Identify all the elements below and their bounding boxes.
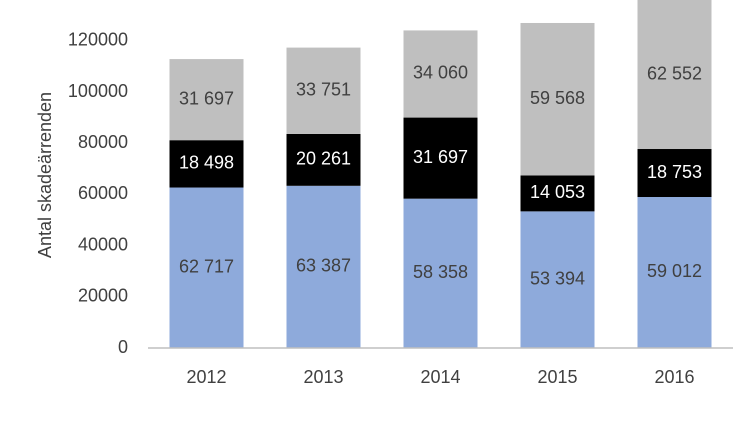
bar-segment <box>403 30 478 118</box>
x-tick-label: 2016 <box>654 367 694 387</box>
x-tick-label: 2014 <box>420 367 460 387</box>
y-tick-label: 60000 <box>78 183 128 203</box>
y-tick-label: 20000 <box>78 286 128 306</box>
y-tick-label: 40000 <box>78 234 128 254</box>
value-label: 53 394 <box>530 268 585 288</box>
value-label: 58 358 <box>413 262 468 282</box>
y-axis-title: Antal skadeärrenden <box>35 92 55 258</box>
bar-segment <box>637 196 712 348</box>
x-tick-label: 2015 <box>537 367 577 387</box>
value-label: 59 568 <box>530 88 585 108</box>
bar-segment <box>169 59 244 141</box>
bar-segment <box>169 140 244 188</box>
bar-segment <box>637 149 712 197</box>
plot-area <box>169 0 712 348</box>
y-tick-label: 120000 <box>68 30 128 50</box>
bar-segment <box>403 198 478 348</box>
bar-segment <box>520 211 595 348</box>
value-label: 62 717 <box>179 257 234 277</box>
y-tick-label: 100000 <box>68 81 128 101</box>
value-label: 18 498 <box>179 153 234 173</box>
value-label: 18 753 <box>647 162 702 182</box>
bar-segment <box>520 22 595 176</box>
bar-segment <box>286 185 361 348</box>
value-label: 63 387 <box>296 256 351 276</box>
bar-segment <box>520 175 595 212</box>
y-tick-label: 0 <box>118 337 128 357</box>
value-label: 14 053 <box>530 182 585 202</box>
value-label: 20 261 <box>296 149 351 169</box>
value-label: 31 697 <box>413 147 468 167</box>
bar-segment <box>286 133 361 186</box>
value-label: 62 552 <box>647 63 702 83</box>
x-tick-label: 2012 <box>186 367 226 387</box>
value-label: 31 697 <box>179 88 234 108</box>
x-tick-label: 2013 <box>303 367 343 387</box>
y-tick-label: 80000 <box>78 132 128 152</box>
value-label: 33 751 <box>296 80 351 100</box>
bar-segment <box>169 187 244 348</box>
bar-segment <box>286 47 361 134</box>
bar-segment <box>637 0 712 150</box>
bar-segment <box>403 117 478 199</box>
value-label: 34 060 <box>413 63 468 83</box>
value-label: 59 012 <box>647 261 702 281</box>
